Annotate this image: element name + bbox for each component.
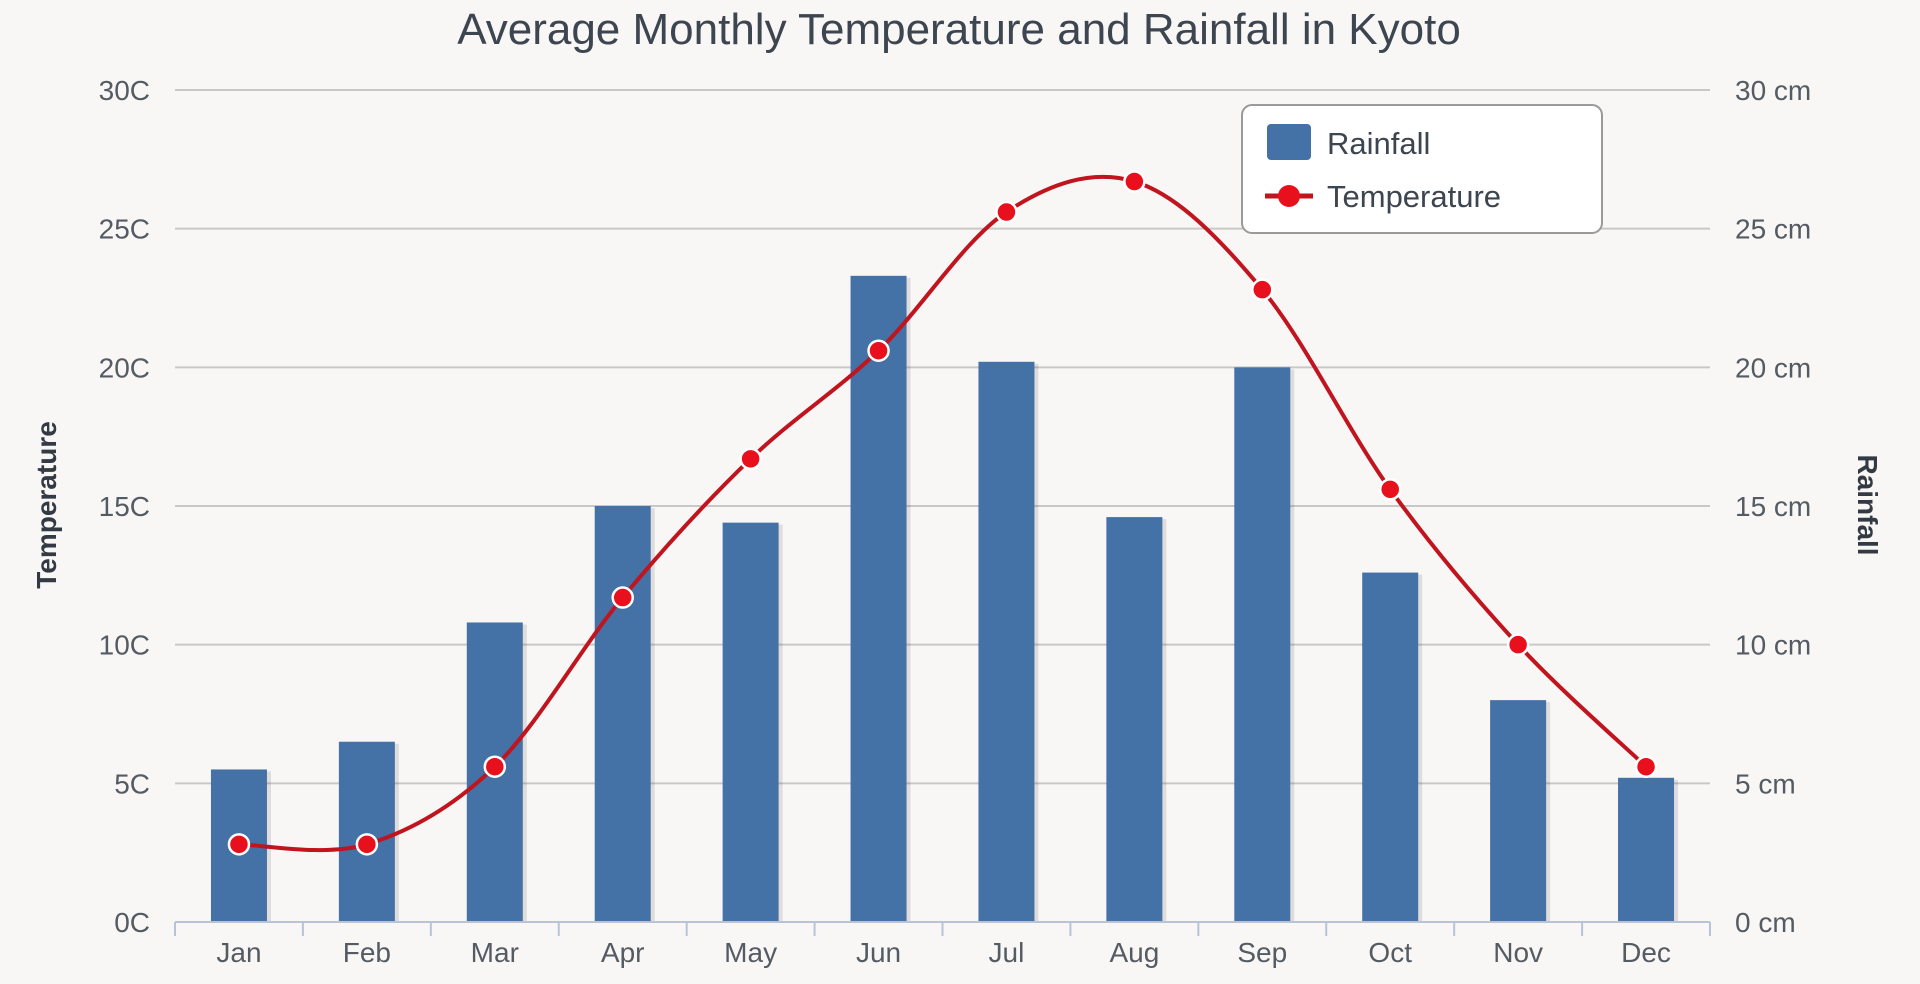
rainfall-bar	[338, 741, 395, 922]
x-tick-label: Jun	[856, 937, 901, 968]
legend-box	[1241, 104, 1603, 234]
y-left-tick-label: 15C	[99, 491, 150, 522]
rainfall-bar	[1234, 367, 1291, 922]
rainfall-bars	[210, 275, 1679, 923]
legend-swatch-temperature-marker	[1278, 185, 1300, 207]
x-tick-label: Oct	[1368, 937, 1412, 968]
y-left-tick-label: 0C	[114, 907, 150, 938]
temperature-point	[227, 833, 251, 856]
temperature-point	[483, 755, 507, 778]
y-left-tick-label: 20C	[99, 352, 150, 383]
x-tick-label: Mar	[471, 937, 519, 968]
grid-lines	[175, 89, 1710, 923]
x-tick-label: Dec	[1621, 937, 1671, 968]
temperature-line-layer	[227, 170, 1658, 856]
x-tick-label: Jul	[989, 937, 1025, 968]
rainfall-bar	[722, 522, 779, 922]
rainfall-bar	[978, 361, 1035, 923]
y-right-tick-label: 5 cm	[1735, 768, 1796, 799]
temperature-line	[238, 174, 1648, 853]
y-left-tick-label: 25C	[99, 214, 150, 245]
temperature-point	[867, 339, 890, 362]
y-left-tick-label: 10C	[99, 630, 150, 661]
x-tick-label: Nov	[1493, 937, 1543, 968]
x-tick-label: Sep	[1237, 937, 1287, 968]
x-tick-label: Aug	[1109, 937, 1159, 968]
y-left-tick-label: 5C	[114, 768, 150, 799]
y-right-axis-title: Rainfall	[1852, 454, 1883, 555]
legend[interactable]: Rainfall Temperature	[1241, 104, 1603, 234]
temperature-point	[995, 200, 1018, 224]
legend-label-temperature: Temperature	[1327, 179, 1501, 214]
temperature-point	[1378, 478, 1402, 501]
rainfall-bar	[1362, 572, 1419, 922]
temperature-point	[611, 586, 634, 609]
rainfall-bar	[1618, 777, 1675, 922]
temperature-point	[1634, 755, 1658, 778]
legend-swatch-rainfall	[1267, 124, 1311, 160]
chart-title: Average Monthly Temperature and Rainfall…	[457, 5, 1461, 54]
y-right-tick-label: 30 cm	[1735, 75, 1811, 106]
x-tick-label: May	[724, 937, 777, 968]
rainfall-bar	[1490, 700, 1547, 922]
y-right-tick-label: 15 cm	[1735, 491, 1811, 522]
y-right-tick-label: 0 cm	[1735, 907, 1796, 938]
x-tick-label: Feb	[343, 937, 391, 968]
rainfall-bar	[1106, 517, 1163, 922]
axes: 0C 5C 10C 15C 20C 25C 30C 0 cm 5 cm 10 cm 15 cm 20 …	[99, 75, 1812, 968]
rainfall-bar	[850, 275, 907, 922]
x-tick-label: Jan	[216, 937, 261, 968]
y-left-tick-label: 30C	[99, 75, 150, 106]
temperature-point	[1506, 633, 1530, 656]
x-tick-label: Apr	[601, 937, 645, 968]
rainfall-bar	[594, 506, 651, 922]
temperature-point	[739, 447, 762, 471]
y-right-tick-label: 25 cm	[1735, 214, 1811, 245]
y-right-tick-label: 20 cm	[1735, 352, 1811, 383]
temperature-point	[1123, 170, 1146, 193]
legend-label-rainfall: Rainfall	[1327, 126, 1430, 161]
temperature-point	[355, 833, 379, 856]
y-left-axis-title: Temperature	[31, 421, 62, 589]
y-right-tick-label: 10 cm	[1735, 630, 1811, 661]
temperature-point	[1251, 278, 1274, 301]
